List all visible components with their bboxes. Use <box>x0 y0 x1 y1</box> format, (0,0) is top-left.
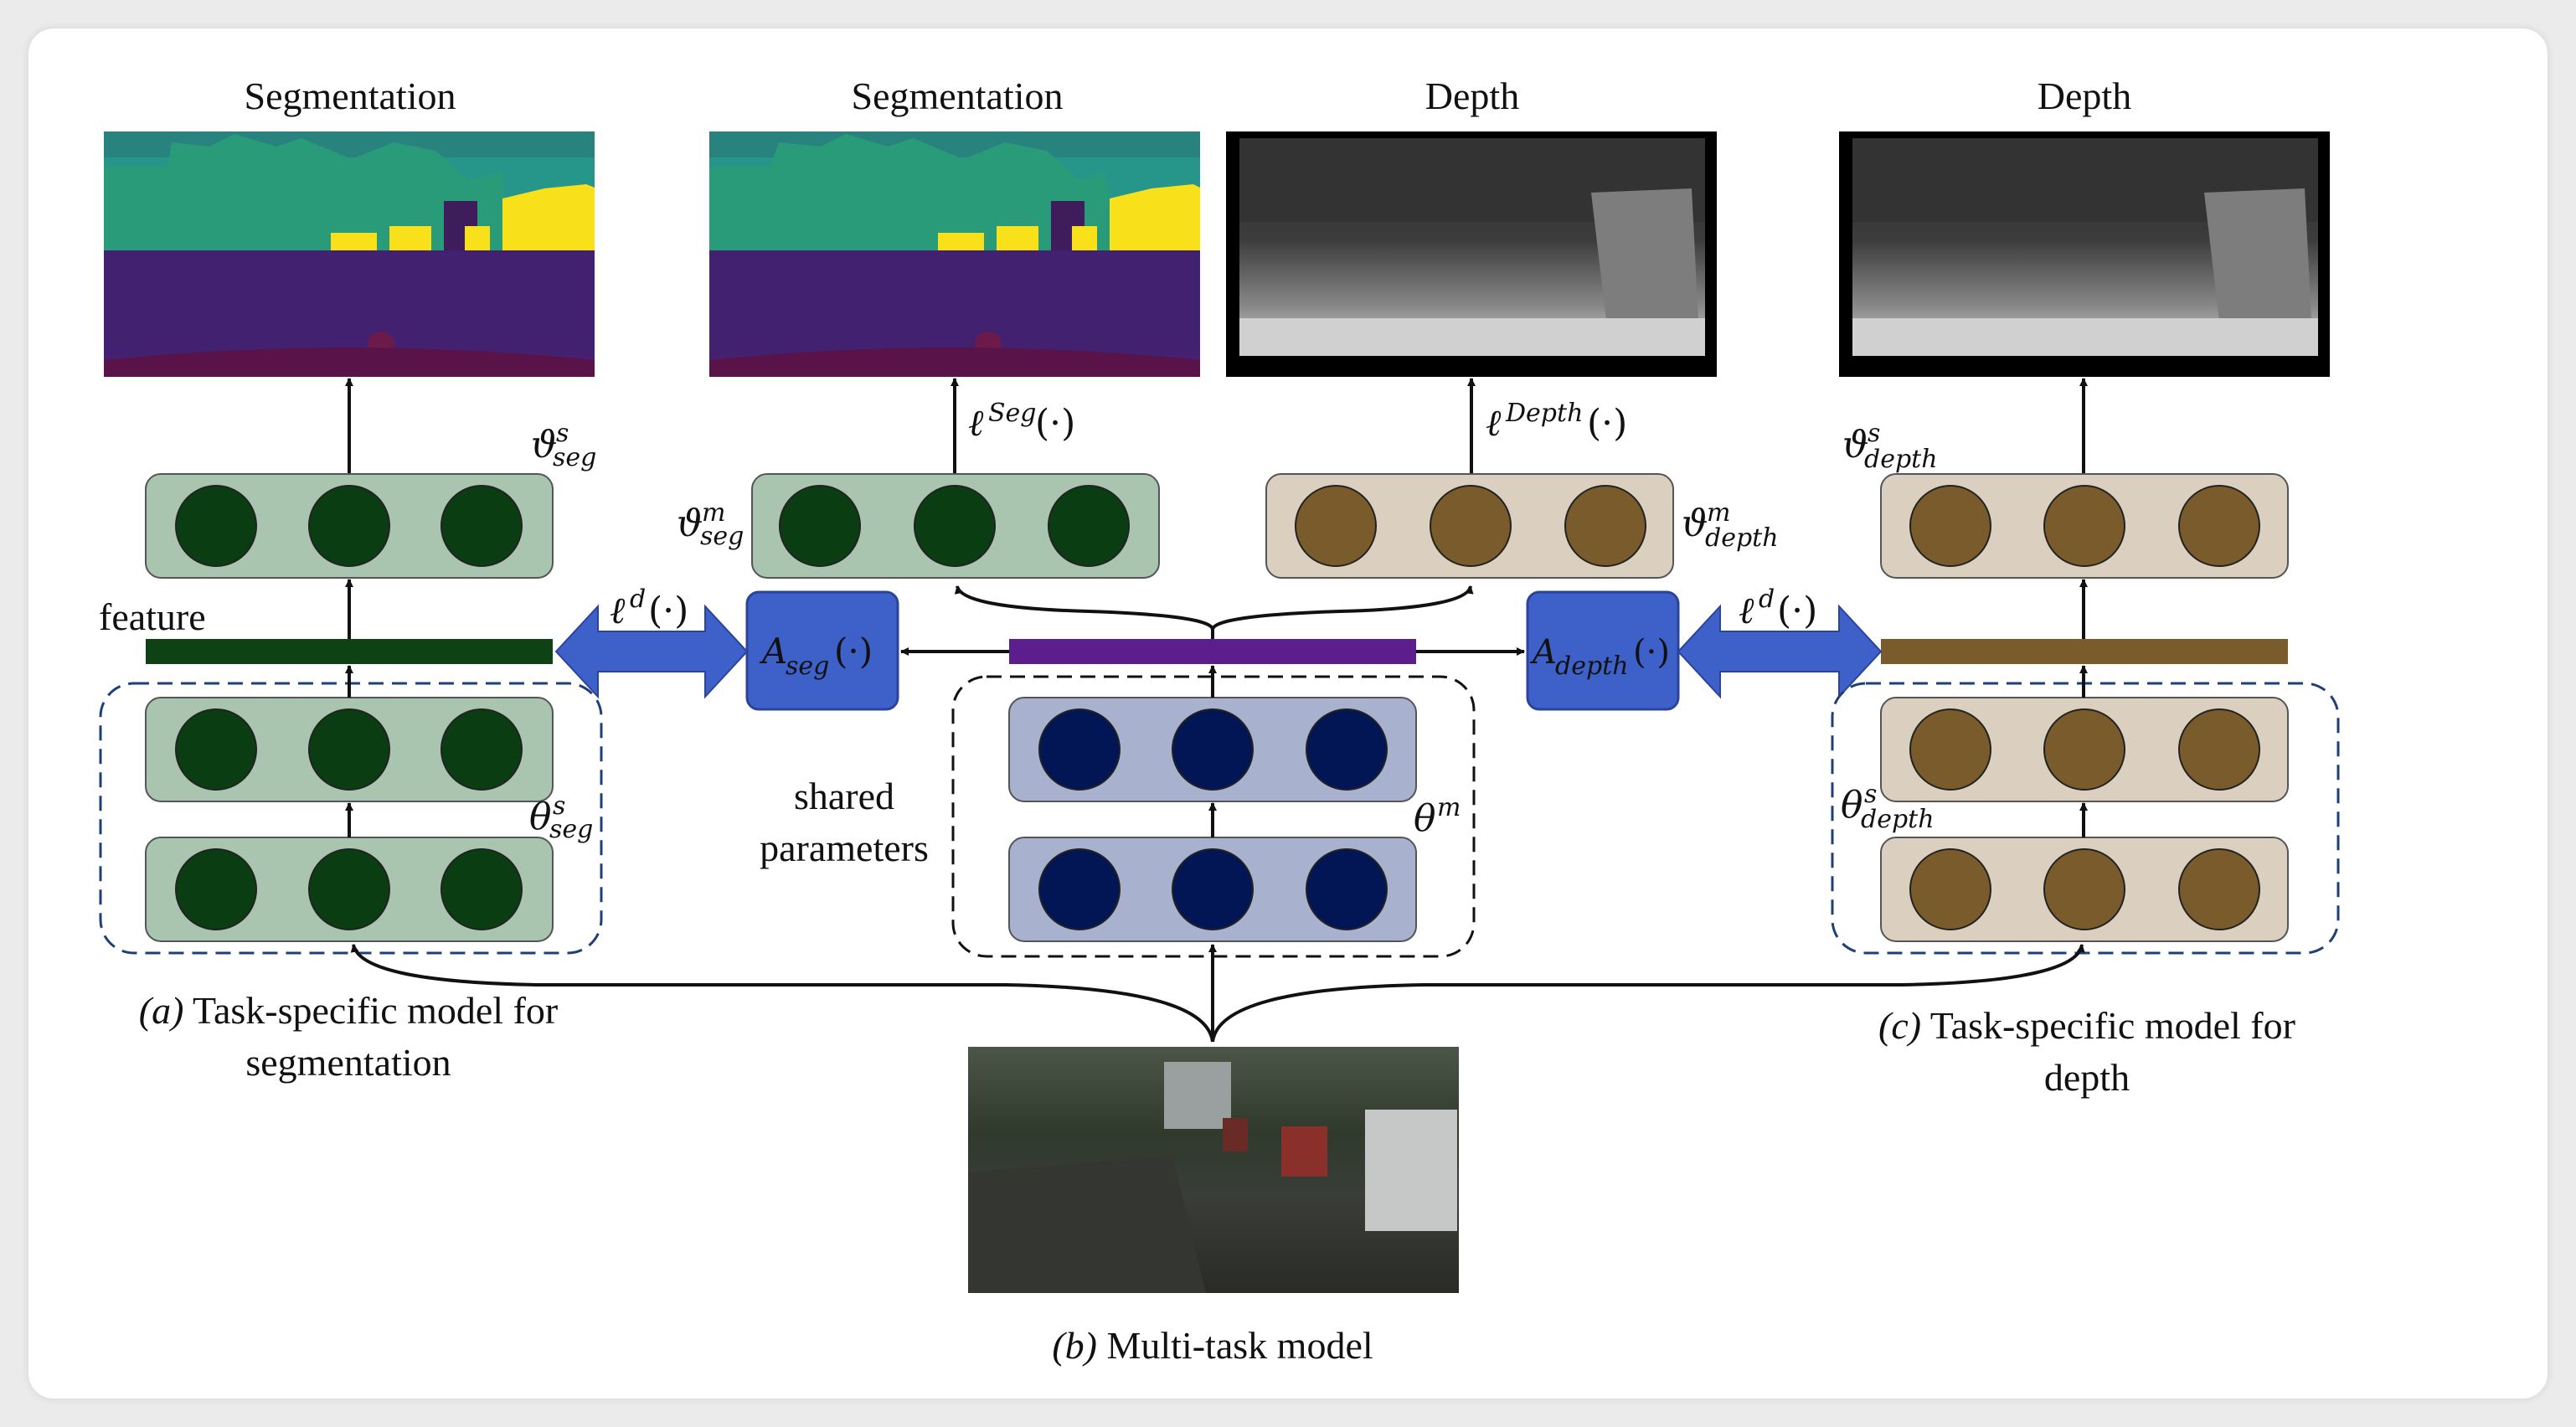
seg-encoder-a-upper <box>145 697 554 802</box>
caption-a-line2: segmentation <box>245 1041 451 1084</box>
seg-head-b <box>751 473 1160 579</box>
svg-text:seg: seg <box>553 443 596 472</box>
vartheta-depth-s-label: ϑ s depth <box>1842 419 1938 474</box>
caption-b: (b) Multi-task model <box>1052 1324 1373 1367</box>
vartheta-seg-m-label: ϑ m seg <box>677 498 744 551</box>
caption-a-line1: (a) Task-specific model for <box>139 989 558 1032</box>
depth-output-image-b <box>1226 131 1717 377</box>
seg-head-a <box>145 473 554 579</box>
svg-text:depth: depth <box>1555 652 1629 681</box>
svg-text:(·): (·) <box>1633 633 1670 672</box>
adapter-depth-label: A depth (·) <box>1529 633 1670 681</box>
seg-output-image-a <box>104 131 595 377</box>
svg-text:(·): (·) <box>1035 402 1075 445</box>
svg-text:seg: seg <box>700 522 744 551</box>
title-depth-multi: Depth <box>1425 75 1519 117</box>
depth-output-image-c <box>1839 131 2330 377</box>
svg-text:A: A <box>759 631 787 672</box>
theta-m-label: θ m <box>1414 793 1461 840</box>
seg-encoder-a-lower <box>145 837 554 942</box>
svg-text:ϑ: ϑ <box>1842 424 1868 466</box>
shared-encoder-lower <box>1008 837 1417 942</box>
seg-output-image-b <box>709 131 1200 377</box>
shared-params-line2: parameters <box>760 827 929 869</box>
svg-text:ϑ: ϑ <box>531 424 557 466</box>
arrow-input-to-seg-encoder <box>350 944 1214 1043</box>
loss-depth-label: ℓ Depth (·) <box>1486 399 1627 445</box>
depth-head-b <box>1265 473 1674 579</box>
svg-text:seg: seg <box>549 815 593 844</box>
theta-seg-s-label: θ s seg <box>529 791 593 844</box>
svg-text:ϑ: ϑ <box>677 502 703 545</box>
svg-text:s: s <box>553 791 565 821</box>
svg-text:(·): (·) <box>1587 402 1627 445</box>
svg-text:(·): (·) <box>648 590 688 632</box>
svg-text:depth: depth <box>1705 523 1779 553</box>
feature-bar-seg <box>146 639 553 664</box>
svg-text:ℓ: ℓ <box>1486 402 1502 445</box>
feature-label: feature <box>99 595 206 638</box>
svg-text:seg: seg <box>786 652 829 681</box>
distill-arrow-seg <box>554 604 749 699</box>
svg-text:m: m <box>702 498 725 528</box>
vartheta-depth-m-label: ϑ m depth <box>1682 498 1779 553</box>
svg-text:s: s <box>556 419 569 448</box>
caption-c-line2: depth <box>2044 1056 2130 1099</box>
svg-text:θ: θ <box>1841 784 1863 827</box>
svg-text:θ: θ <box>529 796 552 838</box>
vartheta-seg-s-label: ϑ s seg <box>531 419 596 472</box>
svg-text:Seg: Seg <box>988 399 1037 428</box>
svg-text:(·): (·) <box>1777 590 1817 632</box>
title-seg-specific: Segmentation <box>245 75 456 117</box>
svg-text:d: d <box>630 585 646 614</box>
input-street-image <box>968 1047 1459 1293</box>
depth-encoder-c-upper <box>1880 697 2289 802</box>
svg-text:A: A <box>1529 633 1557 672</box>
svg-text:θ: θ <box>1414 797 1436 840</box>
svg-text:ℓ: ℓ <box>968 402 984 445</box>
arrow-shared-to-depth-head <box>1211 585 1474 639</box>
svg-text:s: s <box>1868 419 1880 448</box>
title-seg-multi: Segmentation <box>852 75 1064 117</box>
feature-bar-depth <box>1881 639 2288 664</box>
distill-arrow-depth <box>1677 604 1883 699</box>
svg-text:(·): (·) <box>834 631 873 672</box>
theta-depth-s-label: θ s depth <box>1841 780 1935 834</box>
arrow-input-to-depth-encoder <box>1211 944 2085 1043</box>
distill-loss-depth-label: ℓ d (·) <box>1739 585 1817 632</box>
shared-encoder-upper <box>1008 697 1417 802</box>
feature-bar-shared <box>1009 639 1416 664</box>
svg-text:depth: depth <box>1864 445 1938 474</box>
loss-seg-label: ℓ Seg (·) <box>968 399 1075 445</box>
svg-text:depth: depth <box>1861 805 1935 834</box>
svg-text:d: d <box>1759 585 1775 614</box>
arrow-shared-to-seg-head <box>954 585 1214 639</box>
depth-encoder-c-lower <box>1880 837 2289 942</box>
caption-c-line1: (c) Task-specific model for <box>1878 1004 2295 1047</box>
distill-loss-seg-label: ℓ d (·) <box>610 585 688 632</box>
svg-text:Depth: Depth <box>1505 399 1583 428</box>
svg-text:ℓ: ℓ <box>1739 590 1754 632</box>
svg-text:s: s <box>1864 780 1877 809</box>
svg-text:ϑ: ϑ <box>1682 502 1708 545</box>
title-depth-specific: Depth <box>2038 75 2131 117</box>
svg-text:m: m <box>1707 498 1730 528</box>
depth-head-c <box>1880 473 2289 579</box>
shared-params-line1: shared <box>794 775 894 817</box>
svg-text:m: m <box>1437 793 1461 822</box>
adapter-seg-label: A seg (·) <box>759 631 873 681</box>
svg-text:ℓ: ℓ <box>610 590 626 632</box>
